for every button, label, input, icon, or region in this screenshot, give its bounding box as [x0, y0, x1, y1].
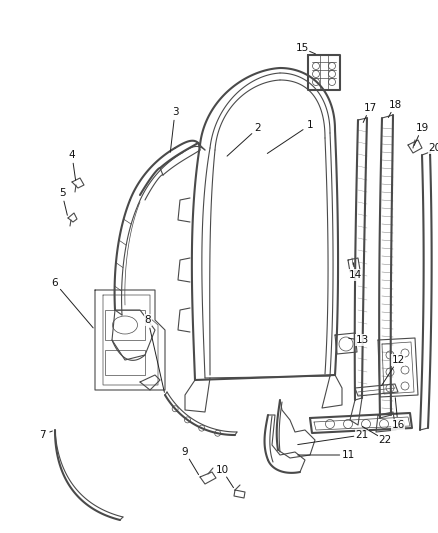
Text: 15: 15: [295, 43, 309, 53]
Text: 21: 21: [355, 430, 369, 440]
Text: 8: 8: [145, 315, 151, 325]
Text: 16: 16: [392, 420, 405, 430]
Text: 5: 5: [59, 188, 65, 198]
Bar: [105, 310, 145, 340]
Text: 6: 6: [52, 278, 58, 288]
Bar: [105, 350, 145, 375]
Text: 17: 17: [364, 103, 377, 113]
Text: 10: 10: [215, 465, 229, 475]
Text: 4: 4: [69, 150, 75, 160]
Text: 3: 3: [172, 107, 178, 117]
Text: 2: 2: [254, 123, 261, 133]
Text: 7: 7: [39, 430, 45, 440]
Text: 22: 22: [378, 435, 392, 445]
Text: 19: 19: [415, 123, 429, 133]
Text: 12: 12: [392, 355, 405, 365]
Text: 14: 14: [348, 270, 362, 280]
Text: 9: 9: [182, 447, 188, 457]
Text: 20: 20: [428, 143, 438, 153]
Text: 11: 11: [341, 450, 355, 460]
Text: 18: 18: [389, 100, 402, 110]
Text: 1: 1: [307, 120, 313, 130]
Text: 13: 13: [355, 335, 369, 345]
